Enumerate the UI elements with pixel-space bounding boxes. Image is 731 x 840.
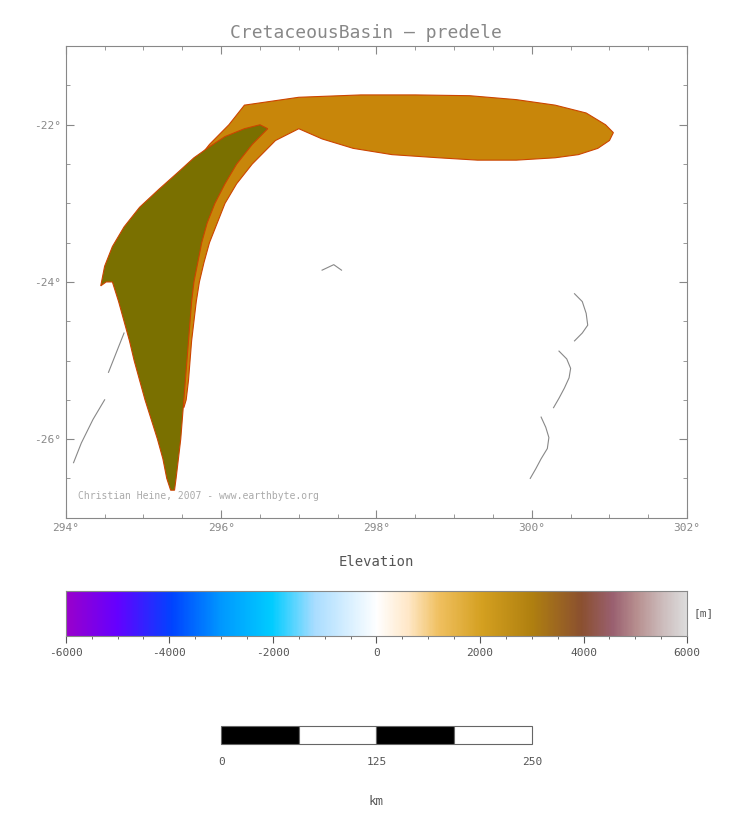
Text: CretaceousBasin – predele: CretaceousBasin – predele (230, 24, 501, 41)
Text: Christian Heine, 2007 - www.earthbyte.org: Christian Heine, 2007 - www.earthbyte.or… (78, 491, 319, 501)
Bar (376, 727, 454, 743)
Bar (299, 727, 376, 743)
Text: 250: 250 (522, 757, 542, 767)
Text: 125: 125 (366, 757, 387, 767)
Text: km: km (369, 795, 384, 808)
Text: 0: 0 (218, 757, 224, 767)
Text: Elevation: Elevation (338, 555, 414, 569)
Polygon shape (165, 95, 613, 407)
Text: [m]: [m] (693, 608, 713, 618)
Polygon shape (101, 125, 268, 491)
Bar (454, 727, 532, 743)
Bar (221, 727, 299, 743)
